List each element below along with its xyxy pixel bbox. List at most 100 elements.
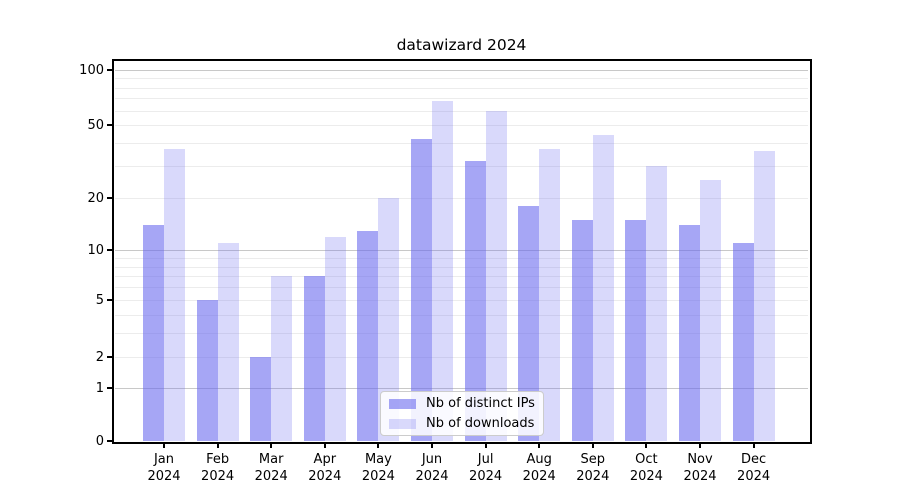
x-tick (431, 443, 433, 448)
bar-downloads-nov (700, 180, 721, 441)
legend: Nb of distinct IPs Nb of downloads (380, 391, 544, 436)
y-gridline-minor (115, 300, 808, 301)
x-tick-year: 2024 (415, 469, 449, 484)
x-tick-label: Jul 2024 (458, 451, 514, 485)
bar-distinct-ips-oct (625, 219, 647, 441)
x-tick-year: 2024 (469, 469, 503, 484)
x-tick-year: 2024 (254, 469, 288, 484)
x-tick-year: 2024 (737, 469, 771, 484)
y-gridline-minor (115, 198, 808, 199)
bar-downloads-jan (164, 149, 185, 441)
x-tick-month: Apr (313, 452, 337, 467)
x-tick-year: 2024 (308, 469, 342, 484)
y-tick (107, 299, 113, 301)
x-tick (270, 443, 273, 448)
x-tick-label: Sep 2024 (565, 451, 621, 485)
bar-downloads-dec (753, 151, 775, 441)
x-tick-month: Sep (580, 452, 606, 467)
x-tick-month: Dec (741, 452, 767, 467)
y-tick (107, 356, 113, 358)
bar-distinct-ips-mar (250, 357, 272, 441)
x-tick-label: Oct 2024 (618, 451, 674, 485)
y-gridline-major (115, 388, 808, 389)
y-gridline-minor (115, 257, 808, 259)
bar-downloads-oct (646, 165, 668, 441)
bar-downloads-feb (217, 243, 239, 441)
y-gridline-minor (115, 276, 808, 278)
y-gridline-minor (115, 87, 808, 89)
bar-downloads-mar (271, 276, 293, 441)
x-tick (645, 443, 648, 448)
y-tick-label: 2 (95, 349, 104, 365)
y-tick (107, 249, 113, 251)
x-tick-year: 2024 (147, 469, 181, 484)
bar-downloads-aug (539, 149, 561, 441)
legend-entry-distinct-ips: Nb of distinct IPs (389, 395, 535, 412)
x-tick-label: Feb 2024 (190, 451, 246, 485)
y-tick-label: 10 (87, 242, 104, 258)
y-tick-label: 5 (95, 292, 104, 308)
x-tick (216, 443, 219, 448)
bar-distinct-ips-dec (732, 243, 754, 441)
x-tick-month: Mar (258, 452, 284, 467)
x-tick-label: Dec 2024 (726, 451, 782, 485)
bar-distinct-ips-aug (518, 206, 540, 441)
y-gridline-minor (115, 98, 808, 100)
x-tick-year: 2024 (201, 469, 235, 484)
x-tick-label: Jun 2024 (404, 451, 460, 485)
x-tick-month: Jun (421, 452, 443, 467)
bar-distinct-ips-apr (303, 276, 325, 441)
bar-distinct-ips-jun (411, 139, 432, 441)
legend-entry-downloads: Nb of downloads (389, 415, 535, 432)
x-tick-year: 2024 (522, 469, 556, 484)
y-gridline-minor (115, 165, 808, 167)
y-tick-label: 100 (79, 62, 104, 78)
y-gridline-major (115, 250, 808, 251)
y-tick (107, 124, 113, 126)
x-tick (377, 443, 380, 448)
x-tick-label: Apr 2024 (297, 451, 353, 485)
x-tick (752, 443, 755, 448)
y-tick-label: 50 (87, 117, 104, 133)
y-gridline-minor (115, 266, 808, 268)
y-tick-label: 0 (95, 433, 104, 449)
y-gridline-minor (115, 110, 808, 112)
bar-distinct-ips-nov (679, 225, 700, 441)
x-tick-label: Aug 2024 (511, 451, 567, 485)
x-tick (484, 443, 487, 448)
x-tick (323, 443, 326, 448)
y-tick (107, 197, 113, 199)
bar-downloads-sep (592, 135, 614, 441)
bar-downloads-may (378, 198, 400, 441)
y-gridline-minor (115, 287, 808, 289)
x-tick (538, 443, 541, 448)
x-tick-year: 2024 (683, 469, 717, 484)
y-gridline-minor (115, 78, 808, 80)
y-gridline-minor (115, 357, 808, 358)
y-gridline-minor (115, 314, 808, 316)
x-tick-label: May 2024 (350, 451, 406, 485)
x-tick (163, 443, 165, 448)
x-tick (591, 443, 594, 448)
x-tick-month: May (364, 452, 392, 467)
x-tick (699, 443, 701, 448)
y-tick (107, 69, 113, 71)
bar-downloads-jul (485, 110, 507, 441)
legend-label-distinct-ips: Nb of distinct IPs (426, 396, 535, 411)
y-gridline-minor (115, 333, 808, 335)
bar-distinct-ips-jan (143, 225, 164, 441)
x-tick-month: Feb (206, 452, 230, 467)
x-tick-label: Nov 2024 (672, 451, 728, 485)
x-tick-year: 2024 (576, 469, 610, 484)
y-gridline-minor (115, 125, 808, 126)
x-tick-month: Jul (477, 452, 494, 467)
x-tick-label: Mar 2024 (243, 451, 299, 485)
x-tick-month: Jan (153, 452, 175, 467)
x-tick-month: Nov (687, 452, 713, 467)
y-tick (107, 387, 113, 389)
y-gridline-minor (115, 142, 808, 144)
chart-title: datawizard 2024 (396, 36, 527, 54)
legend-swatch-downloads-icon (389, 418, 416, 429)
x-tick-year: 2024 (629, 469, 663, 484)
